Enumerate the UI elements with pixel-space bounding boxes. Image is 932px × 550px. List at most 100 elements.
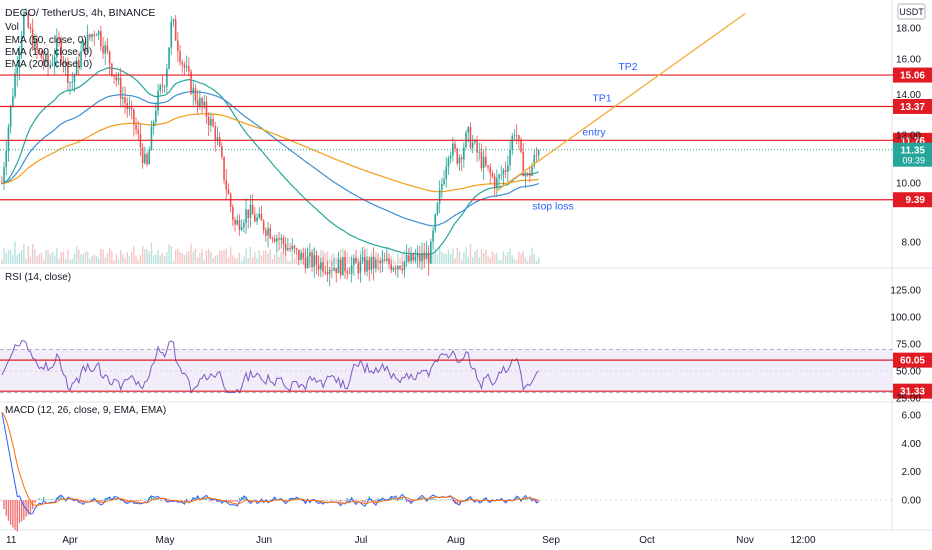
candle-body bbox=[436, 203, 439, 215]
candle-body bbox=[346, 271, 349, 274]
volume-bar bbox=[493, 254, 496, 264]
macd-histogram-bar bbox=[480, 500, 483, 502]
candle-body bbox=[214, 126, 217, 141]
macd-histogram-bar bbox=[361, 500, 364, 502]
volume-bar bbox=[159, 255, 161, 264]
macd-layer bbox=[0, 411, 893, 532]
candle-body bbox=[278, 238, 280, 240]
macd-histogram-bar bbox=[102, 500, 104, 502]
volume-bar bbox=[293, 258, 296, 264]
volume-bar bbox=[135, 255, 137, 264]
volume-bar bbox=[183, 254, 186, 264]
candle-body bbox=[104, 45, 107, 54]
volume-bar bbox=[40, 252, 43, 264]
macd-histogram-bar bbox=[355, 500, 357, 503]
volume-bar bbox=[60, 252, 62, 264]
candle-body bbox=[71, 82, 74, 83]
candle-body bbox=[56, 38, 58, 58]
countdown-label: 09:39 bbox=[902, 156, 925, 166]
candle-body bbox=[372, 256, 375, 269]
macd-histogram-bar bbox=[430, 498, 432, 500]
candle-body bbox=[260, 213, 263, 221]
macd-histogram-bar bbox=[130, 499, 133, 501]
candle-body bbox=[177, 40, 179, 52]
indicator-vol: Vol bbox=[5, 22, 19, 33]
volume-bar bbox=[64, 258, 67, 264]
volume-bar bbox=[399, 257, 401, 264]
candle-body bbox=[218, 137, 221, 147]
candle-body bbox=[427, 252, 430, 264]
candle-body bbox=[507, 165, 509, 172]
candle-body bbox=[102, 46, 104, 54]
volume-bar bbox=[137, 259, 139, 264]
ema50-line bbox=[1, 67, 539, 256]
candle-body bbox=[73, 74, 76, 83]
volume-bar bbox=[482, 253, 485, 264]
volume-bar bbox=[192, 251, 194, 264]
currency-badge[interactable] bbox=[897, 3, 926, 20]
macd-histogram-bar bbox=[531, 500, 533, 502]
volume-bar bbox=[478, 257, 480, 264]
volume-bar bbox=[331, 254, 333, 264]
volume-bar bbox=[126, 251, 128, 264]
volume-bar bbox=[234, 257, 236, 264]
volume-bar bbox=[27, 246, 29, 264]
volume-bar bbox=[205, 250, 208, 264]
volume-bar bbox=[194, 248, 197, 264]
x-tick-label: Sep bbox=[542, 535, 560, 546]
currency-label: USDT bbox=[899, 7, 924, 17]
macd-histogram-bar bbox=[438, 500, 441, 501]
macd-histogram-bar bbox=[71, 500, 73, 501]
macd-histogram-bar bbox=[357, 499, 359, 500]
volume-bar bbox=[342, 248, 344, 264]
candle-body bbox=[324, 271, 327, 273]
macd-histogram-bar bbox=[104, 497, 106, 500]
macd-histogram-bar bbox=[29, 500, 32, 513]
candle-body bbox=[188, 66, 190, 72]
candle-body bbox=[452, 143, 454, 156]
macd-histogram-bar bbox=[456, 500, 458, 505]
volume-bar bbox=[166, 252, 168, 264]
macd-histogram-bar bbox=[254, 499, 256, 500]
volume-bar bbox=[179, 252, 181, 264]
candle-body bbox=[485, 156, 487, 166]
volume-bar bbox=[214, 255, 216, 264]
macd-histogram-bar bbox=[36, 500, 38, 501]
volume-bar bbox=[117, 259, 120, 264]
macd-histogram-bar bbox=[353, 500, 355, 501]
macd-histogram-bar bbox=[337, 500, 340, 501]
volume-bar bbox=[383, 259, 386, 264]
macd-histogram-bar bbox=[346, 498, 348, 500]
macd-histogram-bar bbox=[100, 500, 102, 503]
macd-histogram-bar bbox=[225, 500, 227, 501]
indicator-ema200: EMA (200, close, 0) bbox=[5, 59, 92, 70]
candle-body bbox=[458, 157, 461, 164]
candle-body bbox=[383, 259, 386, 261]
macd-histogram-bar bbox=[427, 500, 430, 501]
volume-bar bbox=[58, 259, 60, 264]
macd-histogram-bar bbox=[452, 500, 454, 502]
candle-body bbox=[379, 260, 382, 264]
macd-histogram-bar bbox=[432, 497, 434, 500]
volume-bar bbox=[346, 252, 348, 264]
macd-histogram-bar bbox=[445, 500, 447, 501]
volume-bar bbox=[144, 249, 146, 264]
volume-bar bbox=[245, 248, 247, 264]
macd-histogram-bar bbox=[89, 499, 91, 501]
candle-body bbox=[487, 165, 489, 168]
volume-bar bbox=[12, 254, 14, 264]
macd-histogram-bar bbox=[117, 499, 120, 500]
candle-body bbox=[234, 219, 236, 225]
volume-bar bbox=[163, 255, 166, 264]
volume-bar bbox=[141, 245, 144, 264]
macd-histogram-bar bbox=[133, 500, 135, 502]
macd-histogram-bar bbox=[159, 500, 161, 501]
macd-histogram-bar bbox=[269, 499, 271, 501]
candle-body bbox=[491, 173, 494, 177]
rsi-layer: 60.05 31.33 bbox=[0, 340, 932, 399]
candle-body bbox=[460, 157, 463, 160]
candle-body bbox=[9, 105, 12, 128]
candle-body bbox=[236, 220, 239, 225]
candle-body bbox=[331, 269, 333, 271]
